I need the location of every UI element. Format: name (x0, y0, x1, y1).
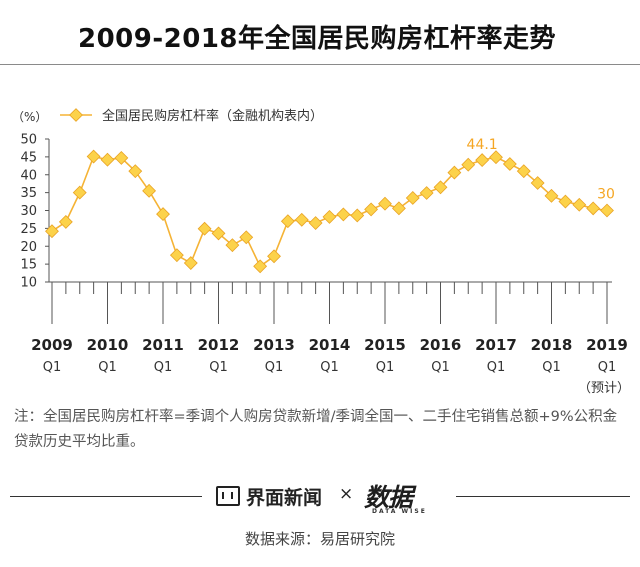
data-point (86, 149, 101, 164)
data-point (489, 150, 503, 165)
jiemian-logo: 界面新闻 (216, 482, 322, 510)
forecast-label: （预计） (578, 381, 630, 396)
data-point (502, 157, 517, 171)
x-year-label: 2009 (31, 336, 73, 354)
line-chart: （%） 全国居民购房杠杆率（金融机构表内） 10 15 20 25 30 35 40 45 50 20… (12, 108, 630, 396)
data-point (45, 224, 59, 239)
data-point (225, 238, 240, 253)
forecast-annotation: 30 (597, 187, 615, 203)
data-point (72, 185, 87, 200)
datawise-logo-subtitle: DATA WISE (372, 508, 427, 515)
y-tick-label: 30 (20, 204, 37, 219)
data-point (267, 249, 281, 264)
x-year-label: 2016 (420, 336, 462, 354)
x-quarter-label: Q1 (598, 360, 617, 375)
x-quarter-label: Q1 (43, 360, 62, 375)
data-point (253, 259, 268, 274)
x-year-label: 2013 (253, 336, 295, 354)
x-quarter-label: Q1 (265, 360, 284, 375)
data-point (294, 212, 309, 227)
title-divider (0, 64, 640, 65)
legend-marker (69, 108, 83, 122)
data-point (572, 197, 587, 212)
x-year-label: 2017 (475, 336, 517, 354)
x-year-label: 2014 (309, 336, 351, 354)
data-point (419, 186, 434, 200)
y-tick-label: 45 (20, 150, 37, 165)
x-year-label: 2011 (142, 336, 184, 354)
data-point (100, 152, 115, 167)
legend-label: 全国居民购房杠杆率（金融机构表内） (102, 108, 323, 124)
y-tick-label: 50 (20, 133, 37, 148)
data-point (156, 207, 170, 222)
data-point (169, 248, 184, 263)
y-tick-label: 10 (20, 276, 37, 291)
data-point (350, 208, 365, 223)
data-point (239, 230, 254, 245)
y-axis-unit: （%） (12, 110, 47, 124)
data-point (433, 180, 448, 195)
x-quarter-label: Q1 (98, 360, 117, 375)
data-point (197, 221, 212, 236)
datawise-logo: 数据 (364, 483, 413, 512)
data-point (600, 203, 614, 218)
y-tick-label: 15 (20, 258, 37, 273)
data-point (336, 207, 351, 222)
data-point (322, 209, 337, 224)
data-point (586, 201, 601, 216)
x-quarter-label: Q1 (154, 360, 173, 375)
footer-divider-right (456, 496, 630, 497)
x-year-label: 2012 (198, 336, 240, 354)
data-point (447, 165, 462, 180)
y-tick-label: 25 (20, 222, 37, 237)
x-year-label: 2018 (531, 336, 573, 354)
x-year-label: 2019 (586, 336, 628, 354)
data-point (58, 214, 73, 229)
footer-divider-left (10, 496, 202, 497)
brand-separator: × (339, 484, 354, 504)
data-point (558, 194, 573, 209)
data-point (530, 176, 545, 190)
data-point (364, 202, 379, 217)
x-quarter-label: Q1 (487, 360, 506, 375)
data-point (308, 216, 323, 230)
data-point (544, 188, 559, 203)
data-point (461, 157, 476, 172)
data-point (378, 196, 392, 211)
y-tick-label: 35 (20, 186, 37, 201)
y-tick-label: 20 (20, 240, 37, 255)
data-point (142, 183, 157, 198)
x-quarter-label: Q1 (209, 360, 228, 375)
chart-title: 2009-2018年全国居民购房杠杆率走势 (78, 24, 557, 54)
x-year-label: 2010 (87, 336, 129, 354)
data-source: 数据来源：易居研究院 (244, 530, 395, 548)
data-point (128, 164, 143, 179)
data-point (114, 150, 129, 165)
data-point (475, 153, 490, 168)
data-point (405, 191, 420, 205)
x-quarter-label: Q1 (320, 360, 339, 375)
x-year-label: 2015 (364, 336, 406, 354)
x-quarter-label: Q1 (542, 360, 561, 375)
peak-annotation: 44.1 (467, 137, 498, 153)
x-quarter-label: Q1 (431, 360, 450, 375)
data-point (183, 256, 198, 270)
x-quarter-label: Q1 (376, 360, 395, 375)
y-tick-label: 40 (20, 168, 37, 183)
data-point (516, 164, 531, 179)
data-point (211, 226, 226, 241)
jiemian-brand-name: 界面新闻 (246, 486, 323, 509)
data-point (391, 201, 406, 216)
jiemian-logo-icon (216, 486, 240, 506)
data-point (280, 214, 295, 229)
chart-note: 注：全国居民购房杠杆率=季调个人购房贷款新增/季调全国一、二手住宅销售总额+9%… (14, 409, 618, 450)
